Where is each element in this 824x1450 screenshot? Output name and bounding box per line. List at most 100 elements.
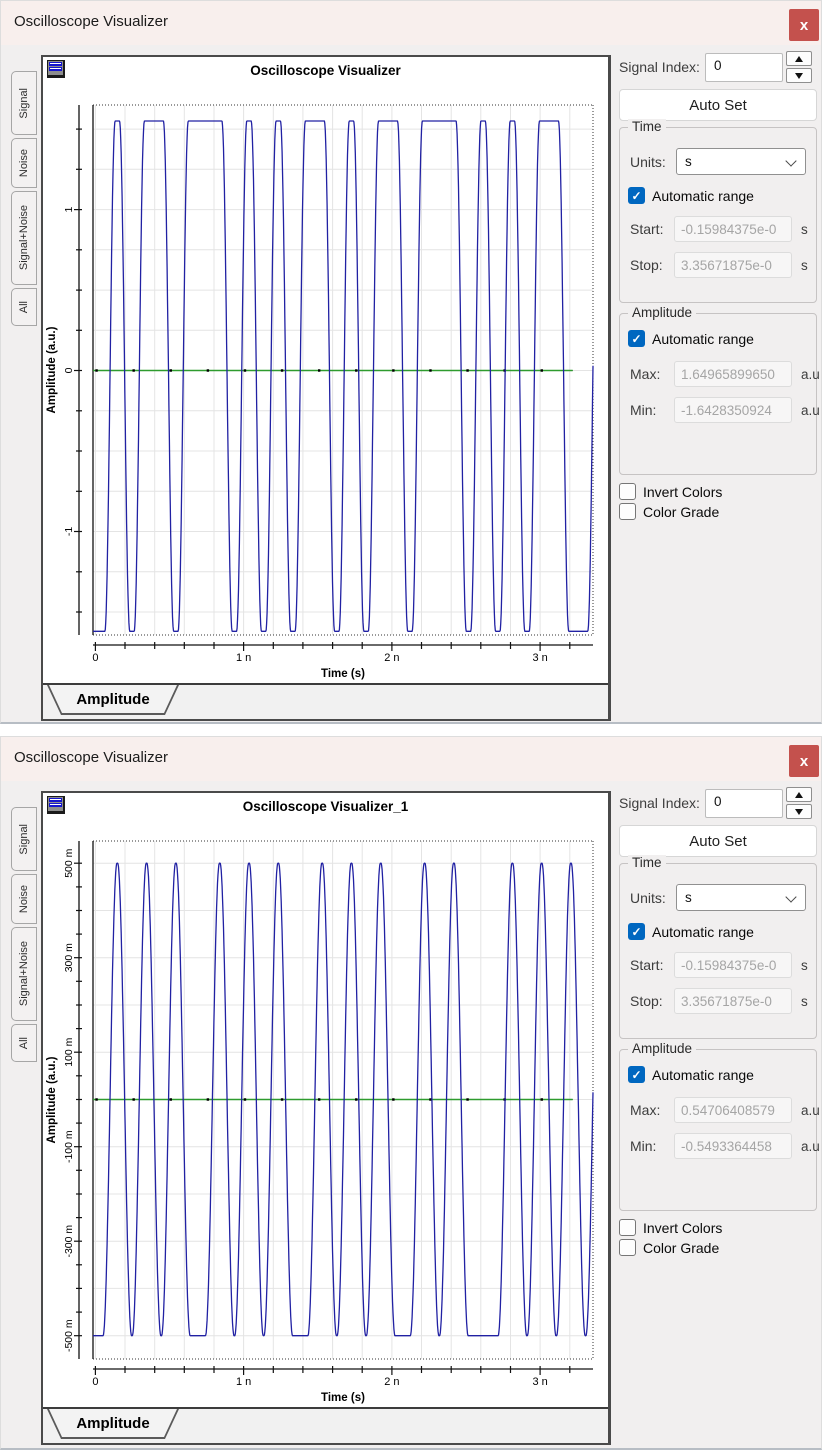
- close-icon: x: [799, 752, 809, 770]
- svg-text:300 m: 300 m: [63, 943, 75, 972]
- min-field: -1.6428350924: [674, 397, 792, 423]
- auto-set-button[interactable]: Auto Set: [619, 825, 817, 857]
- svg-text:-100 m: -100 m: [63, 1130, 75, 1163]
- max-unit: a.u.: [801, 366, 822, 382]
- units-select[interactable]: s: [676, 884, 806, 911]
- tab-noise[interactable]: Noise: [11, 874, 37, 924]
- svg-text:Time (s): Time (s): [321, 668, 365, 680]
- svg-text:-300 m: -300 m: [63, 1225, 75, 1258]
- tab-all[interactable]: All: [11, 1024, 37, 1062]
- units-label: Units:: [630, 153, 666, 170]
- svg-text:0: 0: [92, 1376, 98, 1388]
- time-automatic-range-checkbox[interactable]: ✓: [628, 187, 645, 204]
- svg-text:1 n: 1 n: [236, 1376, 251, 1388]
- units-value: s: [685, 154, 692, 169]
- time-auto-range-row: ✓ Automatic range: [628, 923, 808, 940]
- min-row: Min: -0.5493364458 a.u.: [628, 1133, 821, 1159]
- svg-text:Amplitude (a.u.): Amplitude (a.u.): [46, 1056, 58, 1143]
- close-button[interactable]: x: [789, 745, 819, 777]
- stop-label: Stop:: [630, 993, 663, 1009]
- tab-signal-noise[interactable]: Signal+Noise: [11, 927, 37, 1021]
- spin-down-button[interactable]: [786, 804, 812, 819]
- window-title: Oscilloscope Visualizer: [14, 13, 168, 30]
- plot-title: Oscilloscope Visualizer: [250, 62, 401, 78]
- tab-noise[interactable]: Noise: [11, 138, 37, 188]
- amplitude-group-title: Amplitude: [628, 305, 697, 320]
- plot-menu-icon[interactable]: [47, 796, 65, 814]
- tab-amplitude[interactable]: Amplitude: [47, 1409, 179, 1439]
- tab-amplitude[interactable]: Amplitude: [47, 685, 179, 715]
- time-group-title: Time: [628, 855, 666, 870]
- time-group: Time Units: s ✓ Automatic range Start: -…: [619, 855, 817, 1039]
- plot-title: Oscilloscope Visualizer_1: [242, 798, 409, 814]
- min-unit: a.u.: [801, 1138, 822, 1154]
- svg-text:-1: -1: [63, 527, 75, 536]
- color-grade-label: Color Grade: [643, 1239, 720, 1256]
- window-titlebar[interactable]: Oscilloscope Visualizer x: [1, 1, 821, 45]
- color-grade-checkbox[interactable]: [619, 1239, 636, 1256]
- invert-colors-row: Invert Colors: [619, 483, 817, 500]
- time-automatic-range-checkbox[interactable]: ✓: [628, 923, 645, 940]
- tab-all-label: All: [18, 1036, 30, 1050]
- tab-signal-label: Signal: [18, 823, 30, 855]
- window-title: Oscilloscope Visualizer: [14, 749, 168, 766]
- check-icon: ✓: [631, 331, 642, 346]
- units-value: s: [685, 890, 692, 905]
- plot-header: Oscilloscope Visualizer_1: [43, 793, 608, 819]
- oscilloscope-plot-canvas: -1 0 1 0 1 n 2 n 3 n Time (s) Amplitude (a.u.): [46, 104, 594, 680]
- invert-colors-row: Invert Colors: [619, 1219, 817, 1236]
- svg-text:-500 m: -500 m: [63, 1319, 75, 1352]
- plot-widget: Oscilloscope Visualizer_1 -500 m -300 m -1…: [41, 791, 611, 1445]
- signal-index-row: Signal Index: 0: [619, 787, 817, 819]
- svg-text:0: 0: [63, 367, 75, 373]
- min-field: -0.5493364458: [674, 1133, 792, 1159]
- arrow-down-icon: [795, 72, 803, 79]
- start-field: -0.15984375e-0: [674, 216, 792, 242]
- units-select[interactable]: s: [676, 148, 806, 175]
- amp-automatic-range-checkbox[interactable]: ✓: [628, 330, 645, 347]
- invert-colors-checkbox[interactable]: [619, 483, 636, 500]
- tab-signal-noise[interactable]: Signal+Noise: [11, 191, 37, 285]
- svg-text:2 n: 2 n: [384, 652, 399, 664]
- amp-auto-range-label: Automatic range: [652, 1066, 754, 1083]
- window-titlebar[interactable]: Oscilloscope Visualizer x: [1, 737, 821, 781]
- max-field: 1.64965899650: [674, 361, 792, 387]
- spin-up-button[interactable]: [786, 787, 812, 802]
- tab-signal[interactable]: Signal: [11, 807, 37, 871]
- tab-noise-label: Noise: [18, 148, 30, 178]
- amplitude-group: Amplitude ✓ Automatic range Max: 0.54706…: [619, 1041, 821, 1211]
- color-grade-checkbox[interactable]: [619, 503, 636, 520]
- start-label: Start:: [630, 957, 664, 973]
- max-row: Max: 0.54706408579 a.u.: [628, 1097, 821, 1123]
- amplitude-group: Amplitude ✓ Automatic range Max: 1.64965…: [619, 305, 821, 475]
- tab-all[interactable]: All: [11, 288, 37, 326]
- auto-set-button[interactable]: Auto Set: [619, 89, 817, 121]
- invert-colors-label: Invert Colors: [643, 483, 723, 500]
- svg-text:Amplitude (a.u.): Amplitude (a.u.): [46, 326, 58, 413]
- signal-index-input[interactable]: 0: [705, 52, 783, 82]
- amp-automatic-range-checkbox[interactable]: ✓: [628, 1066, 645, 1083]
- chevron-down-icon: [785, 155, 797, 167]
- signal-index-input[interactable]: 0: [705, 788, 783, 818]
- spin-down-button[interactable]: [786, 68, 812, 83]
- invert-colors-checkbox[interactable]: [619, 1219, 636, 1236]
- tab-signal[interactable]: Signal: [11, 71, 37, 135]
- control-panel: Signal Index: 0 Auto Set Time Units: s ✓…: [619, 787, 821, 1256]
- start-row: Start: -0.15984375e-0 s: [628, 216, 808, 242]
- spin-up-button[interactable]: [786, 51, 812, 66]
- invert-colors-label: Invert Colors: [643, 1219, 723, 1236]
- start-unit: s: [801, 221, 808, 237]
- check-icon: ✓: [631, 1067, 642, 1082]
- plot-menu-icon[interactable]: [47, 60, 65, 78]
- tab-all-label: All: [18, 300, 30, 314]
- units-row: Units: s: [628, 884, 808, 911]
- bottom-tab-bar: Amplitude: [43, 1407, 608, 1443]
- signal-index-row: Signal Index: 0: [619, 51, 817, 83]
- close-button[interactable]: x: [789, 9, 819, 41]
- signal-index-label: Signal Index:: [619, 59, 700, 75]
- arrow-up-icon: [795, 791, 803, 798]
- color-grade-row: Color Grade: [619, 1239, 817, 1256]
- amp-auto-range-label: Automatic range: [652, 330, 754, 347]
- time-auto-range-row: ✓ Automatic range: [628, 187, 808, 204]
- side-tab-strip: Signal Noise Signal+Noise All: [11, 807, 37, 1062]
